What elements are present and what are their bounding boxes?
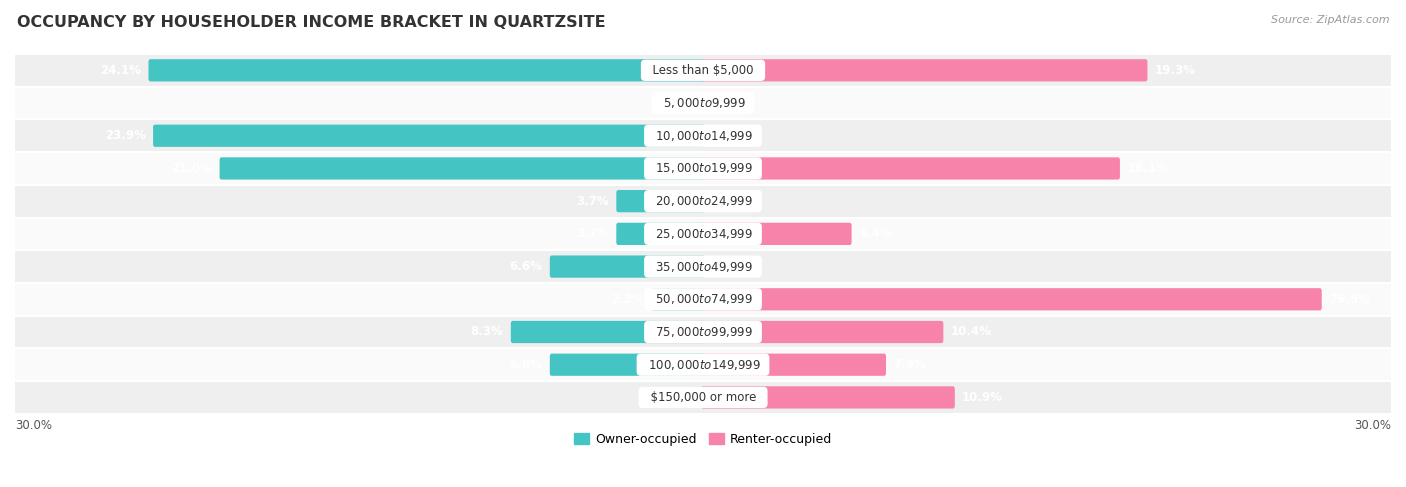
- FancyBboxPatch shape: [702, 354, 886, 376]
- FancyBboxPatch shape: [702, 93, 718, 113]
- Text: 26.9%: 26.9%: [1329, 293, 1369, 306]
- Text: $75,000 to $99,999: $75,000 to $99,999: [648, 325, 758, 339]
- Text: 0.0%: 0.0%: [724, 195, 754, 207]
- Text: $15,000 to $19,999: $15,000 to $19,999: [648, 162, 758, 175]
- Text: 7.9%: 7.9%: [893, 358, 927, 371]
- Text: 10.4%: 10.4%: [950, 325, 991, 338]
- Text: OCCUPANCY BY HOUSEHOLDER INCOME BRACKET IN QUARTZSITE: OCCUPANCY BY HOUSEHOLDER INCOME BRACKET …: [17, 15, 606, 30]
- FancyBboxPatch shape: [702, 256, 718, 277]
- FancyBboxPatch shape: [702, 59, 1147, 81]
- Bar: [15, 381, 1391, 414]
- Bar: [15, 250, 1391, 283]
- Bar: [15, 185, 1391, 218]
- Text: 3.7%: 3.7%: [576, 227, 609, 241]
- Text: $5,000 to $9,999: $5,000 to $9,999: [655, 96, 751, 110]
- Bar: [15, 54, 1391, 87]
- FancyBboxPatch shape: [702, 125, 718, 146]
- Text: 24.1%: 24.1%: [100, 64, 141, 77]
- Bar: [15, 283, 1391, 316]
- Text: $25,000 to $34,999: $25,000 to $34,999: [648, 227, 758, 241]
- Text: 30.0%: 30.0%: [1354, 419, 1391, 431]
- FancyBboxPatch shape: [688, 387, 704, 408]
- Text: 6.6%: 6.6%: [509, 260, 543, 273]
- Text: 23.9%: 23.9%: [105, 129, 146, 142]
- Bar: [15, 348, 1391, 381]
- Text: 0.0%: 0.0%: [724, 129, 754, 142]
- Text: 6.4%: 6.4%: [859, 227, 891, 241]
- FancyBboxPatch shape: [702, 386, 955, 409]
- FancyBboxPatch shape: [219, 157, 704, 180]
- Text: Less than $5,000: Less than $5,000: [645, 64, 761, 77]
- FancyBboxPatch shape: [702, 191, 718, 212]
- FancyBboxPatch shape: [153, 125, 704, 147]
- Text: 10.9%: 10.9%: [962, 391, 1002, 404]
- Bar: [15, 316, 1391, 348]
- Text: $10,000 to $14,999: $10,000 to $14,999: [648, 129, 758, 143]
- Text: $150,000 or more: $150,000 or more: [643, 391, 763, 404]
- Bar: [15, 152, 1391, 185]
- Text: 0.0%: 0.0%: [724, 96, 754, 110]
- FancyBboxPatch shape: [550, 256, 704, 278]
- FancyBboxPatch shape: [149, 59, 704, 81]
- Bar: [15, 87, 1391, 119]
- Text: $20,000 to $24,999: $20,000 to $24,999: [648, 194, 758, 208]
- Text: 3.7%: 3.7%: [576, 195, 609, 207]
- FancyBboxPatch shape: [688, 93, 704, 113]
- FancyBboxPatch shape: [702, 321, 943, 343]
- Legend: Owner-occupied, Renter-occupied: Owner-occupied, Renter-occupied: [568, 428, 838, 450]
- Text: 30.0%: 30.0%: [15, 419, 52, 431]
- FancyBboxPatch shape: [550, 354, 704, 376]
- Text: $35,000 to $49,999: $35,000 to $49,999: [648, 260, 758, 274]
- Text: 0.0%: 0.0%: [652, 96, 682, 110]
- Bar: [15, 119, 1391, 152]
- FancyBboxPatch shape: [702, 223, 852, 245]
- Bar: [15, 218, 1391, 250]
- Text: 18.1%: 18.1%: [1128, 162, 1168, 175]
- Text: 19.3%: 19.3%: [1154, 64, 1195, 77]
- Text: 8.3%: 8.3%: [471, 325, 503, 338]
- Text: 0.0%: 0.0%: [724, 260, 754, 273]
- FancyBboxPatch shape: [702, 157, 1121, 180]
- Text: 6.6%: 6.6%: [509, 358, 543, 371]
- Text: 2.2%: 2.2%: [610, 293, 644, 306]
- FancyBboxPatch shape: [616, 223, 704, 245]
- Text: Source: ZipAtlas.com: Source: ZipAtlas.com: [1271, 15, 1389, 25]
- Text: 0.0%: 0.0%: [652, 391, 682, 404]
- FancyBboxPatch shape: [616, 190, 704, 212]
- Text: 21.0%: 21.0%: [172, 162, 212, 175]
- Text: $100,000 to $149,999: $100,000 to $149,999: [641, 358, 765, 372]
- FancyBboxPatch shape: [702, 288, 1322, 310]
- Text: $50,000 to $74,999: $50,000 to $74,999: [648, 292, 758, 306]
- FancyBboxPatch shape: [510, 321, 704, 343]
- FancyBboxPatch shape: [651, 288, 704, 310]
